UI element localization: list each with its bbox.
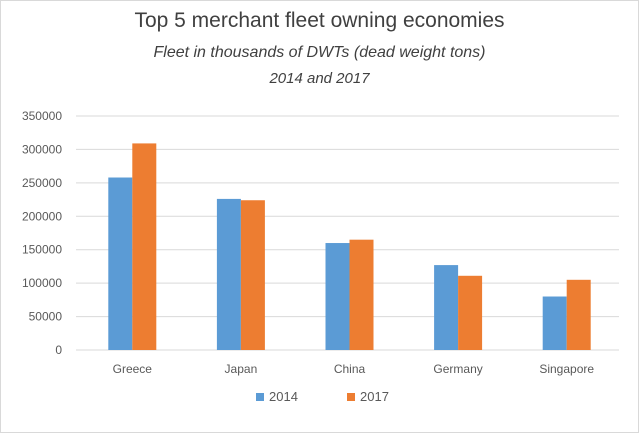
legend-label-2014: 2014 xyxy=(269,389,298,404)
bar-2017-germany xyxy=(458,275,483,350)
legend-swatch-2017 xyxy=(347,393,355,401)
bar-2014-greece xyxy=(108,177,133,350)
y-tick-label: 300000 xyxy=(22,142,62,156)
x-tick-label: Germany xyxy=(433,362,482,376)
bar-2017-singapore xyxy=(566,279,591,350)
y-tick-label: 100000 xyxy=(22,276,62,290)
x-tick-label: China xyxy=(334,362,366,376)
x-tick-label: Japan xyxy=(225,362,258,376)
chart-subtitle-years: 2014 and 2017 xyxy=(269,70,370,87)
y-tick-label: 250000 xyxy=(22,176,62,190)
y-tick-label: 150000 xyxy=(22,243,62,257)
y-tick-label: 50000 xyxy=(29,310,63,324)
y-tick-label: 0 xyxy=(55,343,62,357)
bar-2014-germany xyxy=(434,265,459,350)
chart-title: Top 5 merchant fleet owning economies xyxy=(134,9,505,32)
legend-label-2017: 2017 xyxy=(360,389,389,404)
y-tick-label: 350000 xyxy=(22,109,62,123)
bar-2014-japan xyxy=(216,198,241,350)
bar-2017-greece xyxy=(132,143,157,350)
chart-subtitle: Fleet in thousands of DWTs (dead weight … xyxy=(153,44,486,61)
legend-swatch-2014 xyxy=(256,393,264,401)
x-tick-label: Singapore xyxy=(539,362,594,376)
x-tick-label: Greece xyxy=(113,362,153,376)
bar-2017-china xyxy=(349,239,374,350)
y-tick-label: 200000 xyxy=(22,209,62,223)
bar-2014-singapore xyxy=(542,296,567,350)
bar-2014-china xyxy=(325,243,350,350)
bar-2017-japan xyxy=(240,200,265,350)
